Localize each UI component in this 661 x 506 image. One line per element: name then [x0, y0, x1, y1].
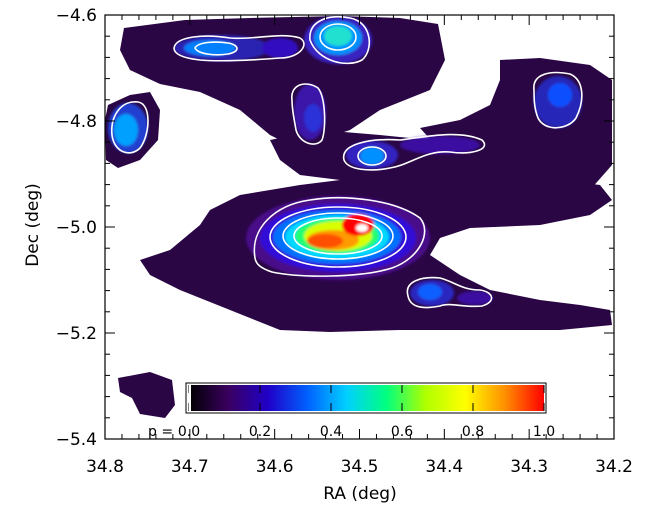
contour-south: [406, 276, 493, 309]
x-axis-ticks: [104, 15, 615, 439]
y-axis-title: Dec (deg): [23, 183, 43, 267]
blob-northeast-core: [548, 83, 572, 107]
colorbar-tick-label: 1.0: [533, 424, 555, 440]
contour-northwest: [173, 34, 305, 62]
contour-central-2: [269, 206, 407, 268]
colorbar-tick-label: 0.6: [391, 424, 413, 440]
y-tick-label: −5.0: [56, 218, 97, 238]
y-tick-label: −4.8: [56, 112, 97, 132]
y-tick-label: −5.2: [56, 324, 97, 344]
colorbar-ticks: [188, 385, 545, 411]
blob-south-tail: [457, 291, 493, 305]
coverage-southwest-patch: [118, 372, 175, 418]
blob-west-core: [114, 114, 138, 146]
colorbar-tick-label: 0.8: [462, 424, 484, 440]
colorbar-prefix: p =: [148, 424, 173, 440]
y-tick-label: −4.6: [56, 6, 97, 26]
x-tick-label: 34.2: [595, 457, 633, 477]
colorbar-tick-label: 0.4: [320, 424, 342, 440]
x-tick-label: 34.6: [256, 457, 294, 477]
blob-north-core: [324, 26, 352, 46]
x-tick-label: 34.5: [341, 457, 379, 477]
blob-northwest-core: [184, 40, 236, 56]
blob-mid-east-core: [360, 147, 384, 165]
contour-west: [111, 101, 149, 154]
x-axis-tick-labels: 34.8 34.7 34.6 34.5 34.4 34.3 34.2: [86, 457, 633, 477]
x-tick-label: 34.8: [86, 457, 124, 477]
contour-mid-vertical: [291, 83, 326, 145]
contours: [111, 16, 583, 309]
contour-northwest-inner: [194, 41, 238, 56]
contour-central-outer: [253, 196, 426, 277]
contour-mid-east-inner: [357, 146, 387, 166]
y-tick-label: −5.4: [56, 430, 97, 450]
blob-mid-east-tail: [400, 136, 480, 154]
y-axis-tick-labels: −4.6 −4.8 −5.0 −5.2 −5.4: [56, 6, 97, 450]
colorbar-gradient: [189, 385, 544, 411]
contour-central-3: [282, 212, 394, 260]
contour-mid-east: [343, 133, 486, 171]
x-tick-label: 34.7: [171, 457, 209, 477]
blob-south-core: [418, 284, 442, 300]
blob-northwest-tail: [262, 38, 298, 58]
y-axis-ticks: [105, 14, 614, 440]
x-tick-label: 34.3: [510, 457, 548, 477]
contour-north: [309, 16, 370, 65]
colorbar: p = 0.0 0.2 0.4 0.6 0.8 1.0: [148, 382, 555, 440]
blob-central-peak-west: [307, 234, 343, 248]
x-axis-title: RA (deg): [323, 484, 396, 504]
colorbar-tick-label: 0.2: [249, 424, 271, 440]
x-tick-label: 34.4: [425, 457, 463, 477]
colorbar-tick-label: 0.0: [178, 424, 200, 440]
contour-central-4: [293, 217, 383, 255]
contour-northeast: [533, 71, 583, 129]
contour-north-inner: [319, 23, 357, 51]
blob-central-peak-east: [356, 224, 368, 232]
blob-mid-vertical-core: [304, 104, 322, 132]
